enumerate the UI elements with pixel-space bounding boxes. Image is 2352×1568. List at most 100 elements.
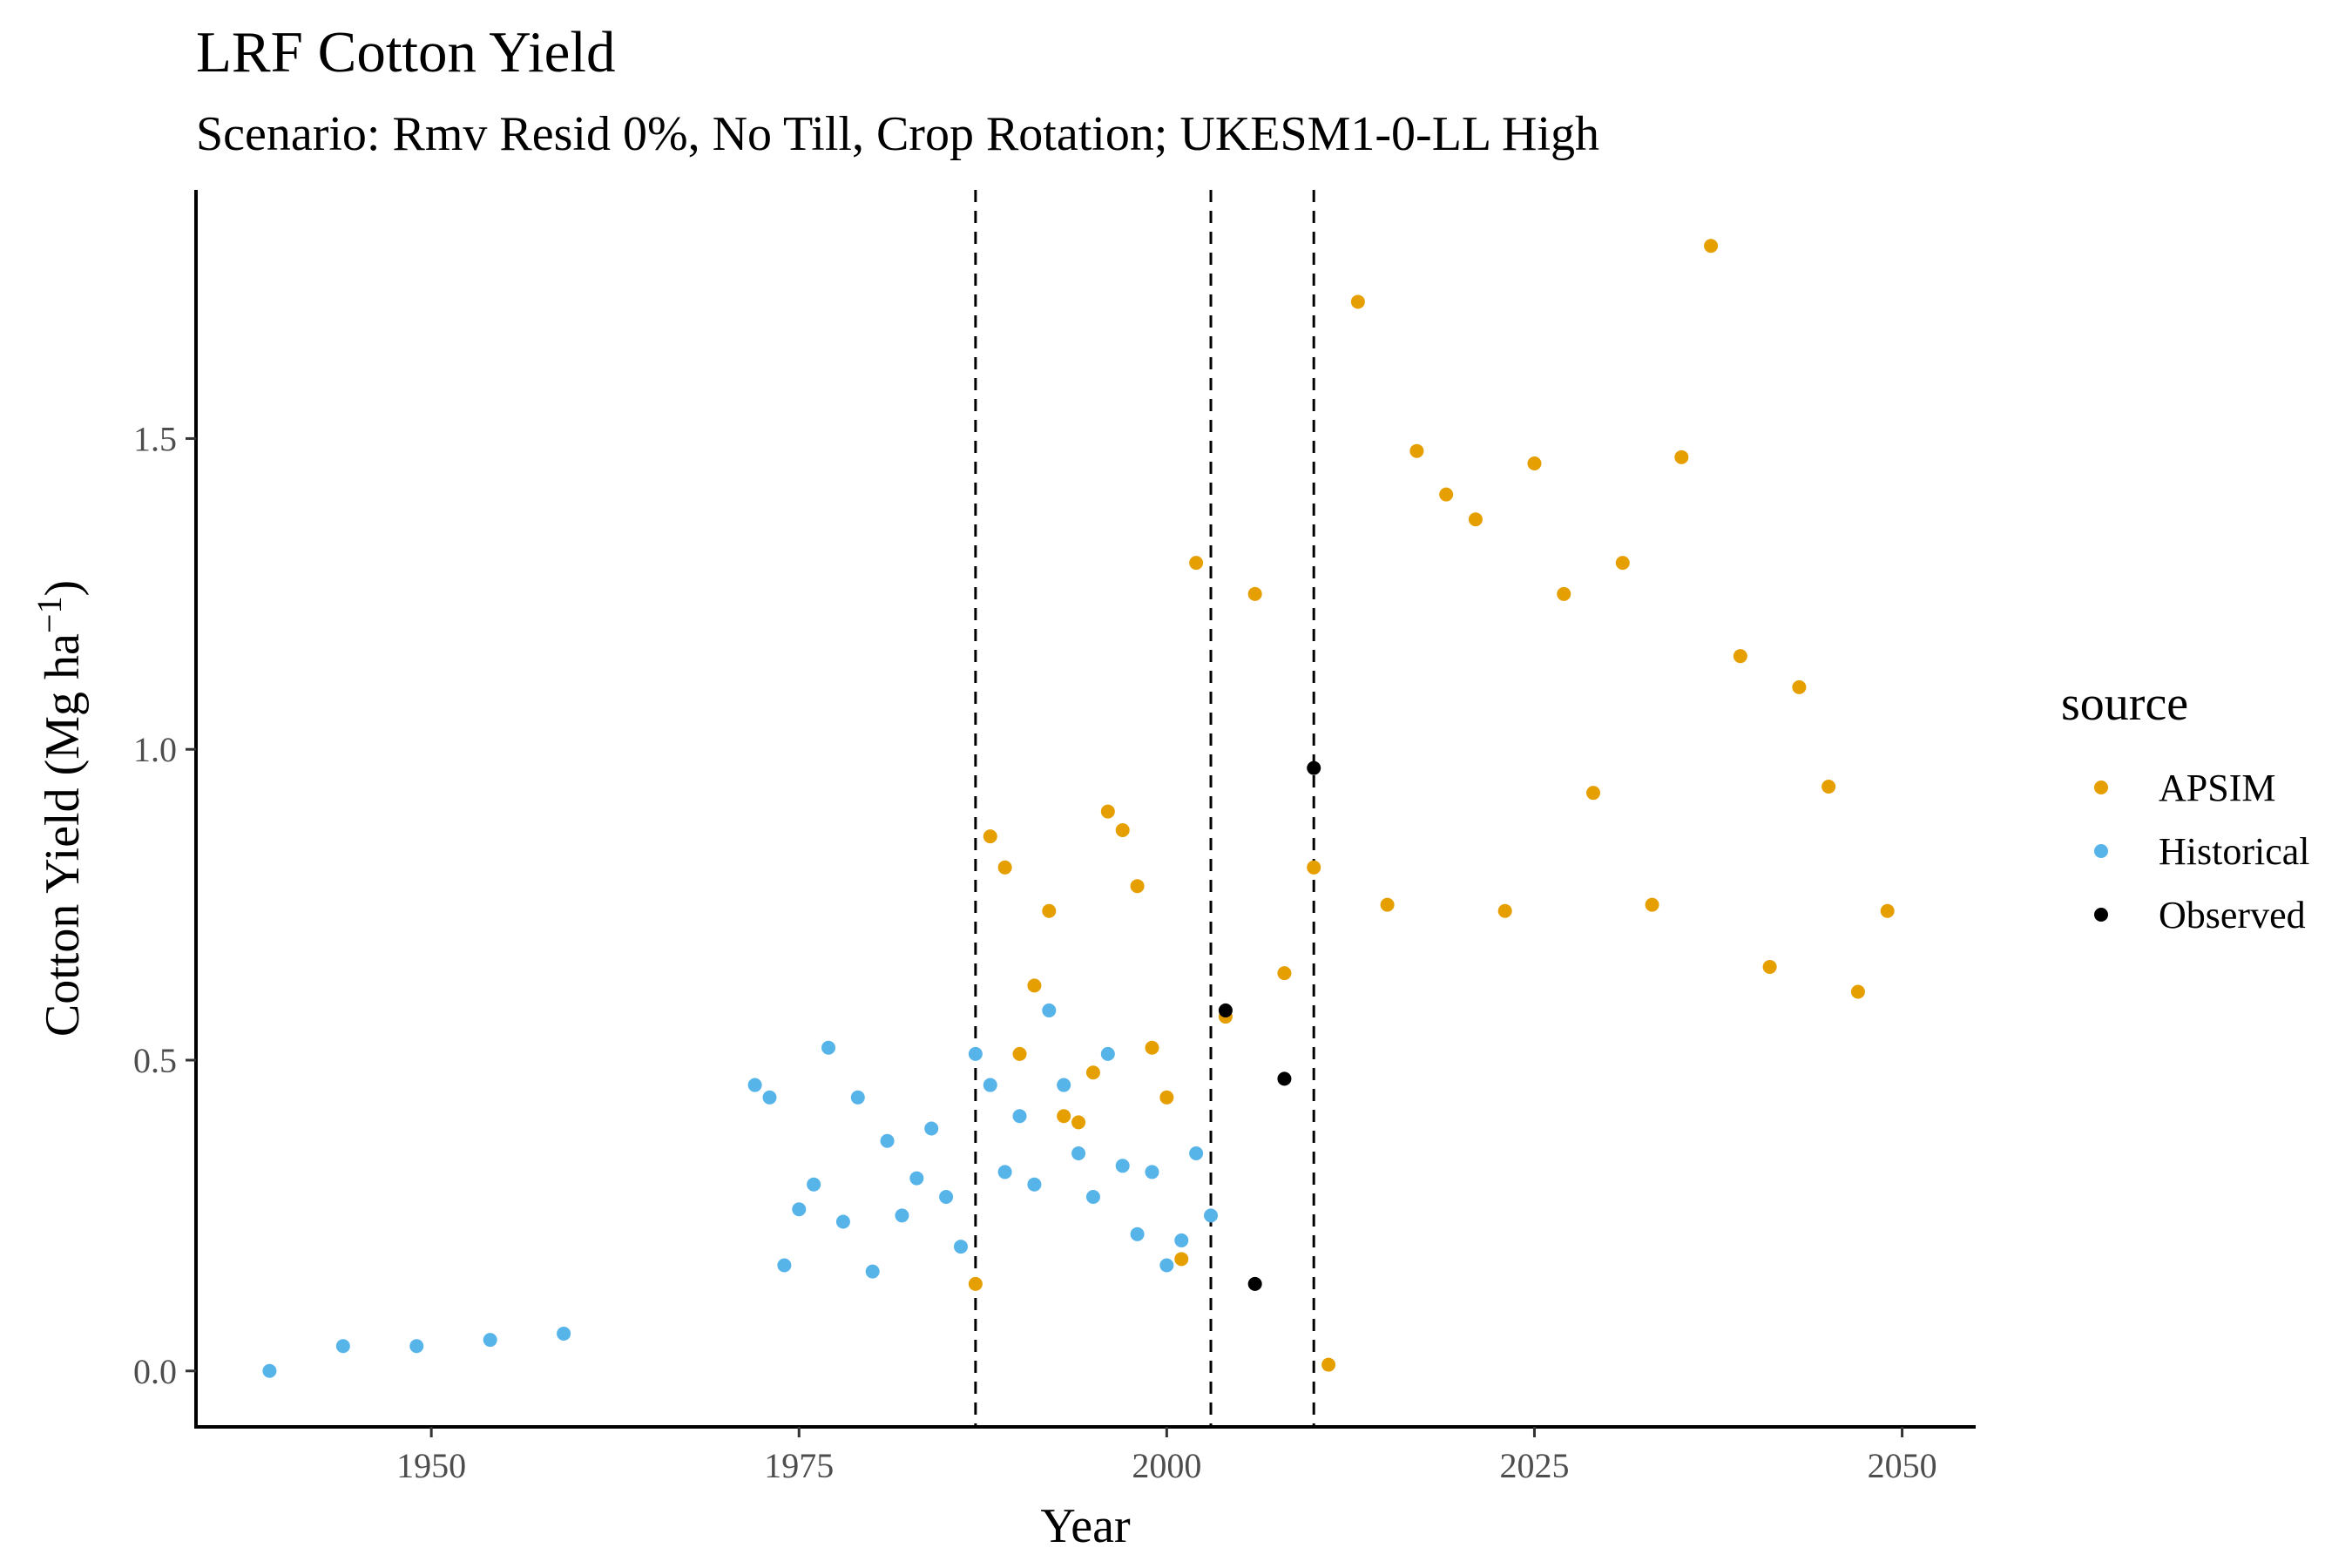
point-apsim — [1733, 649, 1747, 664]
y-axis-title-main: Cotton Yield (Mg ha — [36, 633, 90, 1037]
point-historical — [968, 1046, 983, 1061]
point-historical — [1057, 1078, 1071, 1092]
point-historical — [895, 1208, 909, 1223]
legend-items: APSIM Historical Observed — [2094, 767, 2310, 936]
x-axis-ticks: 1950 1975 2000 2025 2050 — [396, 1427, 1937, 1485]
point-historical — [880, 1133, 895, 1148]
point-historical — [557, 1326, 571, 1341]
point-apsim — [1674, 449, 1689, 464]
point-historical — [1130, 1227, 1145, 1241]
point-apsim — [1277, 966, 1292, 981]
point-historical — [1100, 1046, 1115, 1061]
point-apsim — [1380, 897, 1395, 912]
point-apsim — [1557, 586, 1571, 601]
y-axis-title-close: ) — [36, 580, 90, 597]
legend-key-apsim — [2094, 781, 2108, 794]
point-apsim — [1527, 456, 1542, 470]
point-apsim — [968, 1276, 983, 1291]
legend-key-historical — [2094, 844, 2108, 858]
point-apsim — [997, 860, 1012, 875]
point-apsim — [1439, 487, 1454, 502]
y-tick-label: 1.0 — [133, 730, 177, 769]
point-historical — [997, 1165, 1012, 1179]
legend-title: source — [2061, 677, 2188, 731]
legend: source APSIM Historical Observed — [2061, 677, 2310, 936]
point-apsim — [1615, 556, 1630, 571]
point-historical — [335, 1339, 350, 1354]
point-apsim — [1057, 1109, 1071, 1124]
point-historical — [1012, 1109, 1027, 1124]
point-apsim — [1100, 804, 1115, 819]
data-points — [262, 239, 1895, 1378]
point-historical — [939, 1189, 954, 1204]
point-apsim — [1159, 1090, 1174, 1105]
legend-label-apsim: APSIM — [2159, 767, 2276, 809]
point-historical — [1027, 1177, 1042, 1192]
point-observed — [1307, 760, 1321, 775]
point-apsim — [1247, 586, 1262, 601]
point-apsim — [1409, 443, 1424, 458]
point-observed — [1247, 1276, 1262, 1291]
reference-lines — [974, 190, 1315, 1427]
point-apsim — [1145, 1040, 1159, 1055]
point-historical — [777, 1258, 792, 1273]
point-historical — [807, 1177, 821, 1192]
point-historical — [953, 1240, 968, 1254]
chart-title: LRF Cotton Yield — [196, 20, 615, 84]
point-apsim — [1645, 897, 1659, 912]
point-historical — [1115, 1159, 1130, 1173]
point-historical — [821, 1040, 836, 1055]
point-observed — [1277, 1071, 1292, 1086]
point-historical — [747, 1078, 762, 1092]
point-apsim — [1321, 1357, 1336, 1372]
point-apsim — [1586, 786, 1601, 801]
point-apsim — [1307, 860, 1321, 875]
point-historical — [835, 1214, 850, 1229]
point-apsim — [1115, 822, 1130, 837]
point-historical — [1189, 1146, 1204, 1161]
point-historical — [483, 1333, 497, 1348]
point-historical — [865, 1264, 880, 1279]
point-apsim — [1350, 294, 1365, 309]
legend-label-historical: Historical — [2159, 830, 2310, 873]
legend-key-observed — [2094, 908, 2108, 922]
legend-label-observed: Observed — [2159, 894, 2306, 936]
point-historical — [909, 1171, 924, 1186]
point-apsim — [1042, 903, 1057, 918]
point-historical — [1145, 1165, 1159, 1179]
point-historical — [1159, 1258, 1174, 1273]
y-axis-title: Cotton Yield (Mg ha−1) — [30, 580, 90, 1037]
point-apsim — [1189, 556, 1204, 571]
point-apsim — [1704, 239, 1719, 253]
chart-subtitle: Scenario: Rmv Resid 0%, No Till, Crop Ro… — [196, 107, 1599, 161]
point-apsim — [1071, 1115, 1086, 1130]
x-tick-label: 2050 — [1868, 1446, 1937, 1485]
x-axis-title: Year — [1040, 1499, 1131, 1553]
point-observed — [1218, 1003, 1233, 1017]
point-historical — [1071, 1146, 1086, 1161]
y-tick-label: 0.5 — [133, 1041, 177, 1080]
point-apsim — [1468, 512, 1483, 527]
point-apsim — [1130, 879, 1145, 894]
point-apsim — [1174, 1252, 1189, 1267]
point-apsim — [1880, 903, 1895, 918]
point-historical — [1204, 1208, 1219, 1223]
point-apsim — [1027, 978, 1042, 993]
y-tick-label: 0.0 — [133, 1352, 177, 1391]
point-historical — [850, 1090, 865, 1105]
point-historical — [262, 1363, 277, 1378]
point-historical — [1042, 1003, 1057, 1017]
y-axis-title-superscript: −1 — [30, 597, 69, 634]
point-historical — [924, 1121, 939, 1136]
point-apsim — [1012, 1046, 1027, 1061]
y-axis-ticks: 0.0 0.5 1.0 1.5 — [133, 419, 196, 1391]
x-tick-label: 1975 — [764, 1446, 834, 1485]
x-tick-label: 2025 — [1499, 1446, 1569, 1485]
point-historical — [1174, 1233, 1189, 1247]
x-tick-label: 2000 — [1132, 1446, 1201, 1485]
point-historical — [983, 1078, 997, 1092]
point-apsim — [1085, 1065, 1100, 1080]
point-historical — [792, 1202, 807, 1217]
point-historical — [409, 1339, 424, 1354]
